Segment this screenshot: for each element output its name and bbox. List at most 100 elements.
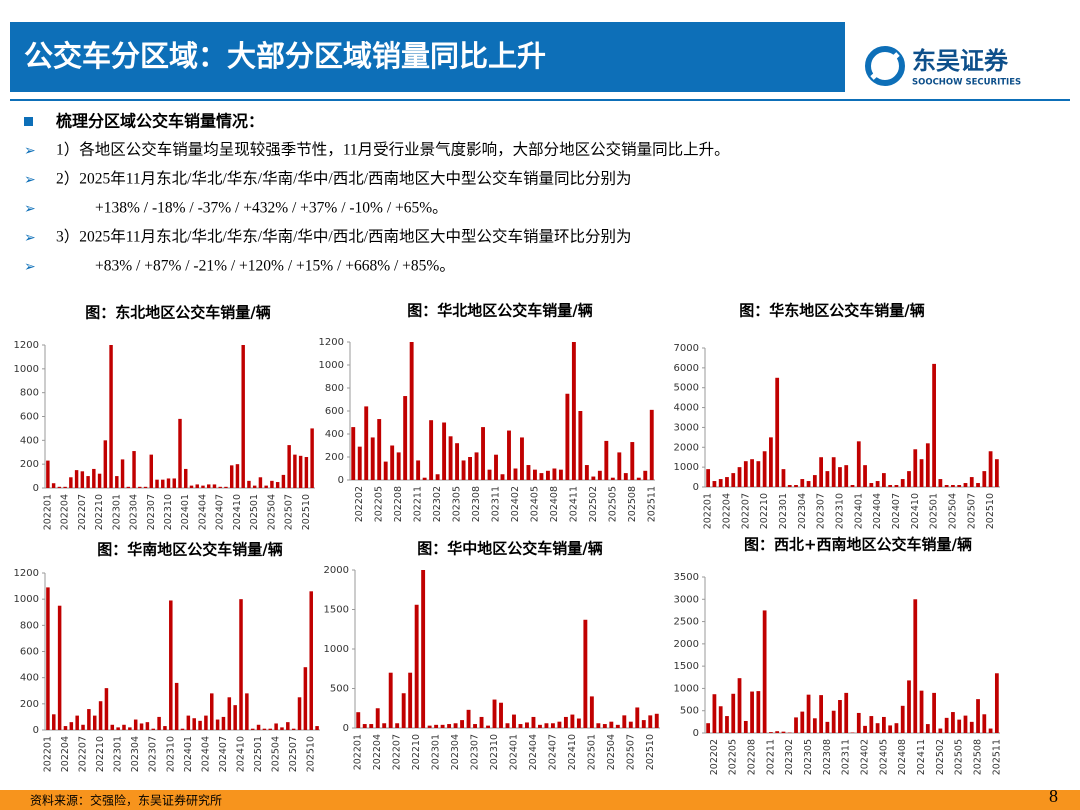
y-tick-label: 1000 [14,364,39,375]
bar [743,461,748,487]
y-tick-label: 1000 [674,683,699,694]
x-tick-label: 202310 [165,736,176,772]
bar [110,724,115,730]
bar [641,720,646,728]
bullet-arrow: ➢ [24,230,36,246]
x-tick-label: 202301 [431,734,442,770]
bar [982,714,987,733]
bar [518,724,523,728]
bar [844,692,849,733]
bar [298,455,303,488]
bar [189,485,194,488]
x-tick-label: 202311 [841,739,852,775]
bar [128,727,132,730]
logo-en: SOOCHOW SECURITIES [912,78,1021,88]
bar [474,452,479,480]
bar [51,483,56,488]
bar [447,724,452,728]
bar [172,478,176,488]
bar [938,479,943,487]
bar [409,342,414,480]
bar [591,476,596,480]
x-tick-label: 202407 [891,493,902,529]
bar [414,604,419,728]
x-tick-label: 202411 [916,739,927,775]
footer-bar [0,790,1080,810]
bullet-arrow: ➢ [24,259,36,275]
bar [427,725,432,728]
source: 资料来源：交强险，东吴证券研究所 [30,793,222,808]
bar [375,708,380,728]
bar [819,695,823,733]
x-tick-label: 202508 [627,486,638,522]
x-tick-label: 202307 [816,493,827,529]
x-tick-label: 202508 [973,739,984,775]
bar [133,719,138,730]
y-tick-label: 6000 [674,363,699,374]
bar [571,342,576,480]
bar [812,475,817,487]
bar [487,469,492,480]
x-tick-label: 202402 [510,486,521,522]
bar [416,460,421,480]
y-tick-label: 0 [693,482,699,493]
bar [435,474,440,480]
bar [969,721,974,733]
chart-title: 图：东北地区公交车销量/辆 [85,304,270,322]
bar [132,451,136,488]
bullet-line: 1）各地区公交车销量均呈现较强季节性，11月受行业景气度影响，大部分地区公交销量… [56,141,730,159]
y-tick-label: 3500 [674,572,699,583]
bar [800,711,805,733]
bar [907,471,911,487]
bar [198,720,202,730]
header-bar [10,22,845,92]
y-tick-label: 200 [325,452,344,463]
x-tick-label: 202307 [470,734,481,770]
bar [245,693,249,730]
bar [775,731,780,733]
y-tick-label: 0 [343,723,349,734]
bar [622,715,627,728]
x-tick-label: 202505 [607,486,618,522]
bar [610,477,615,480]
bar [466,709,471,728]
logo: 东吴证券 SOOCHOW SECURITIES [865,46,1021,88]
x-tick-label: 202507 [284,494,295,530]
bar [894,723,899,733]
bar [565,393,570,480]
bar [388,672,393,728]
bar [762,451,767,487]
x-tick-label: 202411 [568,486,579,522]
bar [533,469,537,480]
x-tick-label: 202510 [985,493,996,529]
x-tick-label: 202308 [822,739,833,775]
bar [364,406,369,480]
bar [800,479,805,487]
bar [390,445,395,480]
bar [362,724,367,728]
bar [969,477,974,487]
bar [957,719,962,733]
bar [103,440,108,488]
y-tick-label: 1000 [674,462,699,473]
bar [256,724,261,730]
bar [925,443,930,487]
bar [512,714,516,728]
bar [781,731,786,733]
bar [268,728,273,730]
x-tick-label: 202407 [547,734,558,770]
bar [169,600,173,730]
bar [825,721,830,733]
bar [369,724,374,728]
bar [382,723,387,728]
x-tick-label: 202504 [947,493,958,529]
bar [919,459,924,487]
y-tick-label: 1500 [324,605,349,616]
y-tick-label: 800 [20,620,39,631]
x-tick-label: 202401 [183,736,194,772]
bar [204,715,208,730]
y-tick-label: 2000 [674,639,699,650]
bar [526,465,531,480]
x-tick-label: 202304 [129,494,140,530]
bar [539,473,544,480]
